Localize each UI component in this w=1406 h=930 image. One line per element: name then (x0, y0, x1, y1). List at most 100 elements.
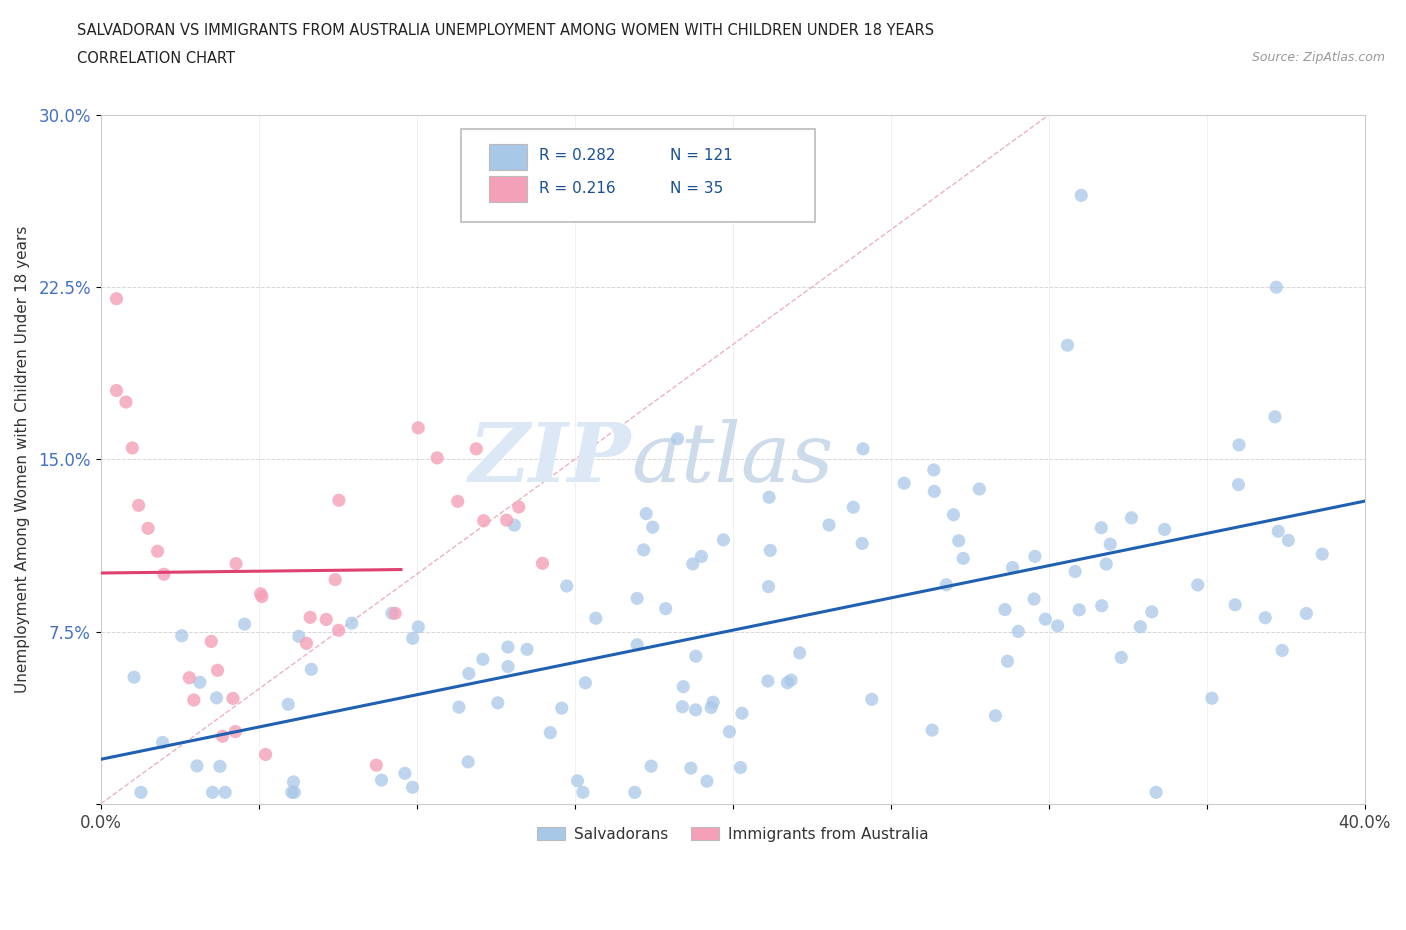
Point (690, 549, 713, 564)
Point (495, 512, 517, 527)
Point (225, 556, 247, 571)
Point (1267, 524, 1289, 538)
Point (406, 420, 429, 435)
Point (233, 617, 256, 631)
Point (679, 761, 702, 776)
Point (1187, 578, 1209, 592)
Point (640, 759, 662, 774)
Point (1091, 598, 1114, 613)
Point (641, 520, 664, 535)
Point (105, 383, 128, 398)
Point (538, 725, 561, 740)
Point (295, 636, 318, 651)
Point (208, 759, 231, 774)
Point (152, 735, 174, 750)
Point (984, 709, 1007, 724)
Point (730, 760, 752, 775)
Point (1001, 560, 1024, 575)
Point (572, 785, 595, 800)
Point (776, 675, 799, 690)
Point (200, 634, 222, 649)
Point (472, 513, 495, 528)
Point (1046, 618, 1069, 633)
Point (818, 518, 841, 533)
Point (299, 662, 322, 677)
Point (408, 619, 430, 634)
Point (401, 631, 423, 645)
Point (626, 591, 648, 605)
Bar (489, 144, 527, 170)
Point (496, 659, 519, 674)
Point (1227, 437, 1250, 452)
Point (860, 692, 883, 707)
Point (922, 462, 945, 477)
Point (997, 654, 1019, 669)
Point (1254, 610, 1277, 625)
Point (952, 551, 974, 565)
Text: R = 0.216: R = 0.216 (540, 181, 616, 196)
Point (1264, 409, 1286, 424)
Point (1099, 537, 1122, 551)
Point (426, 450, 449, 465)
Point (654, 601, 676, 616)
Point (323, 572, 346, 587)
Point (666, 432, 689, 446)
Point (758, 579, 780, 594)
Point (1140, 604, 1163, 619)
Point (1033, 612, 1056, 627)
Point (224, 724, 246, 739)
Point (283, 775, 305, 790)
Point (851, 536, 873, 551)
Point (471, 652, 494, 667)
Point (128, 498, 150, 512)
Point (288, 629, 311, 644)
Point (129, 785, 152, 800)
Point (254, 747, 277, 762)
Point (188, 675, 211, 690)
Point (842, 499, 865, 514)
Point (924, 484, 946, 498)
Point (281, 785, 304, 800)
Point (1064, 565, 1087, 579)
Point (211, 729, 233, 744)
Point (222, 691, 245, 706)
Point (718, 724, 741, 739)
Point (672, 679, 695, 694)
Point (1265, 280, 1288, 295)
Point (1007, 624, 1029, 639)
Text: ZIP: ZIP (470, 419, 631, 499)
Point (935, 578, 957, 592)
Point (1024, 549, 1046, 564)
Point (366, 758, 388, 773)
Point (685, 702, 707, 717)
Point (948, 533, 970, 548)
Point (299, 610, 322, 625)
Point (969, 482, 991, 497)
Point (315, 612, 337, 627)
Point (1223, 597, 1246, 612)
Point (122, 670, 145, 684)
Bar (489, 177, 527, 203)
Point (567, 774, 589, 789)
Point (1277, 533, 1299, 548)
Point (381, 605, 404, 620)
Point (250, 589, 273, 604)
Point (1095, 557, 1118, 572)
Point (1271, 643, 1294, 658)
Text: CORRELATION CHART: CORRELATION CHART (77, 51, 235, 66)
Text: SALVADORAN VS IMMIGRANTS FROM AUSTRALIA UNEMPLOYMENT AMONG WOMEN WITH CHILDREN U: SALVADORAN VS IMMIGRANTS FROM AUSTRALIA … (77, 23, 935, 38)
Point (465, 442, 488, 457)
Point (340, 616, 363, 631)
Point (121, 441, 143, 456)
FancyBboxPatch shape (461, 128, 815, 221)
Point (457, 754, 479, 769)
Point (249, 587, 271, 602)
Point (713, 532, 735, 547)
Point (893, 476, 915, 491)
Point (1109, 650, 1132, 665)
Point (1069, 603, 1091, 618)
Text: R = 0.282: R = 0.282 (540, 148, 616, 163)
Point (1144, 785, 1167, 800)
Point (756, 673, 779, 688)
Point (179, 671, 201, 685)
